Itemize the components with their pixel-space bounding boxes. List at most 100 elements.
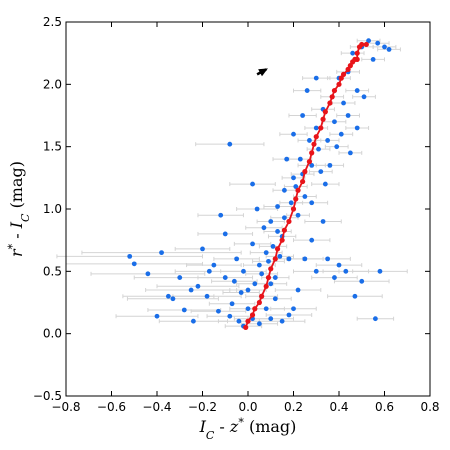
data-point	[234, 256, 240, 262]
data-point	[211, 262, 217, 268]
data-point	[295, 212, 301, 218]
data-point	[366, 38, 371, 44]
data-point	[282, 215, 287, 221]
data-point	[327, 162, 333, 168]
y-tick-label: 0.5	[43, 264, 62, 278]
data-point	[382, 44, 387, 50]
data-point	[377, 268, 383, 274]
x-tick-label: 0.8	[420, 400, 439, 414]
y-tick-label: −0.5	[33, 389, 62, 403]
locus-point	[338, 75, 344, 81]
data-point	[295, 287, 301, 293]
data-point	[216, 308, 221, 314]
locus-point	[359, 41, 365, 48]
locus-point	[313, 134, 319, 140]
y-axis-title: r* - IC (mag)	[6, 161, 32, 257]
locus-point	[249, 312, 256, 318]
locus-point	[281, 227, 287, 233]
x-tick-label: 0.0	[238, 400, 257, 414]
locus-point	[302, 169, 308, 175]
data-point	[268, 281, 274, 287]
data-point	[359, 278, 365, 284]
data-point	[318, 169, 324, 175]
x-tick-label: 0.4	[329, 400, 348, 414]
data-point	[334, 144, 340, 150]
data-point	[195, 283, 201, 289]
data-point	[261, 225, 267, 231]
data-point	[373, 316, 378, 322]
data-point	[218, 212, 224, 218]
data-point	[154, 313, 160, 319]
x-tick-label: 0.2	[284, 400, 303, 414]
data-point	[293, 184, 299, 189]
data-point	[302, 256, 308, 262]
data-point	[191, 318, 196, 324]
data-point	[268, 316, 274, 322]
data-point	[259, 271, 265, 277]
data-point	[231, 278, 237, 284]
locus-point	[300, 178, 306, 185]
locus-point	[347, 63, 353, 69]
y-tick-label: 0.0	[43, 327, 62, 341]
data-point	[236, 318, 242, 324]
data-point	[170, 296, 176, 302]
locus-point	[286, 218, 292, 225]
data-point	[370, 57, 376, 62]
data-point	[322, 181, 328, 187]
arrow-head	[258, 68, 268, 77]
data-point	[304, 88, 310, 93]
data-point	[131, 261, 137, 267]
data-point	[266, 258, 271, 264]
data-point	[354, 88, 360, 93]
locus-point	[290, 206, 297, 212]
data-point	[320, 219, 326, 224]
data-point	[297, 156, 303, 162]
locus-point	[320, 116, 326, 122]
data-point	[229, 301, 235, 307]
data-point	[313, 75, 319, 81]
locus-point	[336, 81, 342, 87]
data-point	[332, 275, 337, 280]
locus-point	[295, 187, 301, 193]
locus-point	[331, 87, 338, 94]
locus-point	[274, 246, 281, 252]
data-point	[343, 268, 349, 274]
data-point	[291, 175, 296, 181]
data-point	[250, 241, 255, 247]
data-point	[309, 200, 315, 206]
locus-point	[327, 100, 333, 106]
x-axis-ticks: −0.8 −0.6 −0.4 −0.2 0.0 0.2 0.4 0.6 0.8	[51, 22, 440, 414]
data-point	[263, 250, 269, 256]
data-point	[288, 200, 294, 206]
data-point	[270, 244, 276, 249]
locus-point	[265, 274, 272, 281]
locus-point	[340, 71, 347, 77]
data-point	[275, 229, 280, 234]
y-tick-label: 1.0	[43, 202, 62, 216]
data-point	[256, 262, 262, 268]
data-point	[309, 237, 315, 243]
data-point	[272, 275, 278, 280]
data-point	[238, 290, 244, 295]
data-point	[145, 271, 151, 277]
locus-point	[272, 256, 278, 262]
x-tick-label: −0.8	[51, 400, 80, 414]
data-point	[263, 306, 269, 312]
data-point	[350, 50, 356, 56]
data-point	[227, 313, 233, 319]
data-point	[375, 40, 381, 46]
data-point	[177, 275, 183, 280]
locus-line	[243, 41, 369, 331]
data-point	[245, 287, 251, 293]
locus-point	[279, 237, 285, 243]
locus-path	[244, 43, 367, 328]
data-point	[336, 262, 342, 268]
x-axis-title: IC - z* (mag)	[199, 416, 297, 442]
data-point	[361, 94, 367, 100]
locus-point	[306, 159, 313, 165]
locus-point	[345, 66, 351, 72]
data-point	[272, 296, 278, 302]
data-point	[354, 125, 360, 131]
locus-point	[252, 306, 258, 312]
data-point	[302, 194, 308, 199]
